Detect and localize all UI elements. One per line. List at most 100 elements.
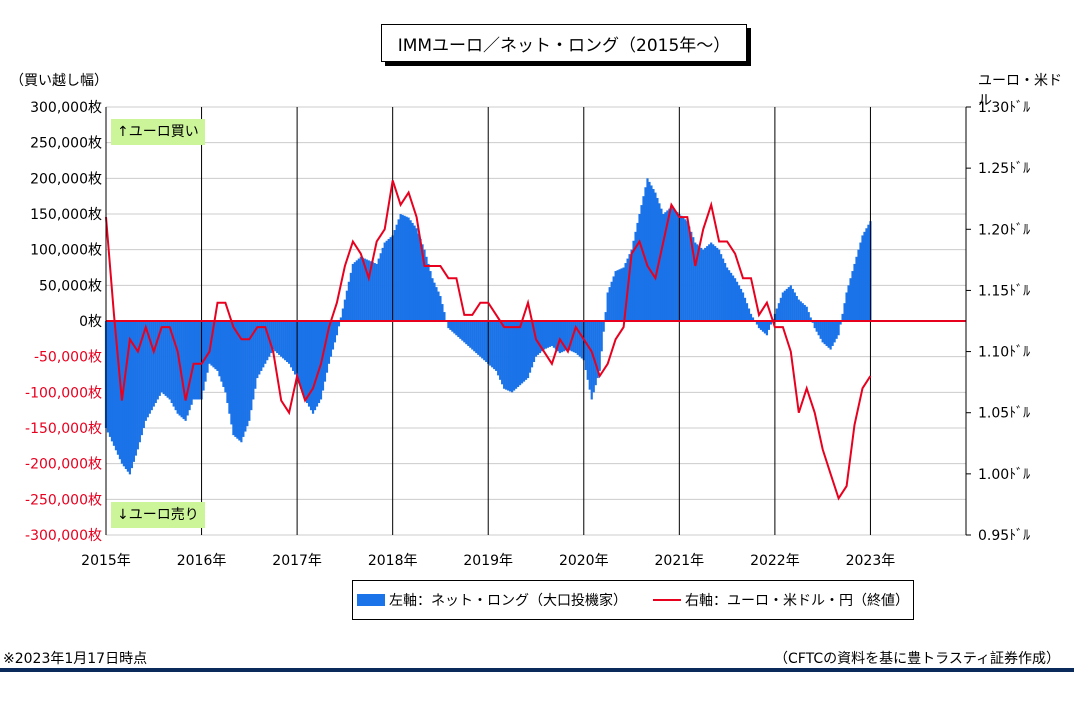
net-long-bar bbox=[258, 321, 261, 375]
net-long-bar bbox=[355, 260, 358, 321]
net-long-bar bbox=[524, 321, 528, 380]
left-tick-label: 50,000枚 bbox=[39, 278, 102, 294]
net-long-bar bbox=[110, 321, 114, 442]
net-long-bar bbox=[437, 291, 440, 321]
net-long-bar bbox=[793, 292, 796, 321]
net-long-bar bbox=[662, 214, 665, 321]
net-long-bar bbox=[499, 321, 502, 380]
net-long-bar bbox=[638, 214, 641, 321]
net-long-bar bbox=[401, 214, 404, 321]
left-tick-label: 0枚 bbox=[79, 314, 102, 330]
net-long-bar bbox=[331, 321, 335, 350]
net-long-bar bbox=[688, 226, 691, 321]
net-long-bar bbox=[238, 321, 241, 441]
net-long-bar bbox=[554, 321, 558, 350]
euro-buy-callout: ↑ユーロ買い bbox=[111, 119, 205, 145]
net-long-bar bbox=[767, 321, 771, 330]
net-long-bar bbox=[564, 321, 567, 351]
net-long-bar bbox=[383, 242, 386, 321]
net-long-bar bbox=[122, 321, 126, 467]
net-long-bar bbox=[562, 321, 565, 352]
net-long-bar bbox=[604, 312, 607, 321]
legend-bar-label: 左軸：ネット・ロング（大口投機家） bbox=[389, 593, 627, 609]
net-long-bar bbox=[365, 259, 368, 321]
net-long-bar bbox=[556, 321, 559, 352]
net-long-bar bbox=[616, 270, 619, 321]
left-tick-label: 200,000枚 bbox=[30, 171, 102, 187]
net-long-bar bbox=[646, 178, 649, 321]
net-long-bar bbox=[580, 321, 583, 359]
left-tick-label: 250,000枚 bbox=[30, 136, 102, 152]
net-long-bar bbox=[620, 268, 623, 321]
net-long-bar bbox=[375, 263, 378, 321]
net-long-bar bbox=[425, 256, 428, 321]
net-long-bar bbox=[138, 321, 141, 443]
net-long-bar bbox=[489, 321, 492, 366]
net-long-bar bbox=[329, 321, 333, 357]
net-long-bar bbox=[728, 270, 731, 321]
net-long-bar bbox=[813, 321, 816, 329]
net-long-bar bbox=[379, 253, 382, 321]
left-tick-label: -250,000枚 bbox=[25, 492, 102, 508]
net-long-bar bbox=[759, 321, 763, 330]
net-long-bar bbox=[106, 321, 110, 433]
net-long-bar bbox=[791, 288, 794, 321]
net-long-bar bbox=[650, 185, 653, 321]
net-long-bar bbox=[680, 215, 683, 321]
net-long-bar bbox=[174, 321, 177, 411]
net-long-bar bbox=[745, 303, 749, 321]
x-tick-label: 2018年 bbox=[368, 553, 418, 569]
net-long-bar bbox=[457, 321, 460, 338]
net-long-bar bbox=[857, 249, 860, 321]
x-tick-label: 2015年 bbox=[81, 553, 131, 569]
net-long-bar bbox=[608, 287, 611, 321]
net-long-bar bbox=[831, 321, 834, 346]
net-long-bar bbox=[333, 321, 337, 343]
x-tick-label: 2023年 bbox=[846, 553, 896, 569]
net-long-bar bbox=[522, 321, 526, 382]
net-long-bar bbox=[339, 317, 343, 321]
net-long-bar bbox=[749, 313, 753, 321]
net-long-bar bbox=[741, 292, 745, 321]
net-long-bar bbox=[216, 321, 219, 371]
net-long-bar bbox=[739, 288, 743, 321]
net-long-bar bbox=[301, 321, 305, 395]
net-long-bar bbox=[743, 297, 747, 321]
right-tick-label: 1.15ﾄﾞﾙ bbox=[978, 283, 1030, 299]
net-long-bar bbox=[558, 321, 561, 354]
net-long-bar bbox=[513, 321, 516, 391]
net-long-bar bbox=[700, 247, 703, 321]
net-long-bar bbox=[676, 212, 679, 321]
net-long-bar bbox=[628, 254, 631, 321]
net-long-bar bbox=[819, 321, 822, 339]
net-long-bar bbox=[114, 321, 118, 451]
net-long-bar bbox=[421, 244, 424, 321]
net-long-bar bbox=[634, 231, 637, 321]
net-long-bar bbox=[311, 321, 315, 414]
net-long-bar bbox=[606, 292, 609, 321]
net-long-bar bbox=[779, 297, 782, 321]
left-tick-label: -50,000枚 bbox=[34, 350, 102, 366]
net-long-bar bbox=[359, 256, 362, 321]
net-long-bar bbox=[371, 262, 374, 321]
net-long-bar bbox=[781, 292, 784, 321]
net-long-bar bbox=[716, 247, 719, 321]
net-long-bar bbox=[568, 321, 571, 351]
net-long-bar bbox=[467, 321, 470, 346]
net-long-bar bbox=[761, 321, 765, 332]
net-long-bar bbox=[463, 321, 466, 343]
net-long-bar bbox=[718, 249, 721, 321]
net-long-bar bbox=[461, 321, 464, 341]
net-long-bar bbox=[825, 321, 828, 346]
net-long-bar bbox=[863, 231, 866, 321]
net-long-bar bbox=[769, 321, 773, 325]
net-long-bar bbox=[443, 312, 446, 321]
net-long-bar bbox=[720, 254, 723, 321]
net-long-bar bbox=[116, 321, 120, 455]
net-long-bar bbox=[198, 321, 201, 400]
net-long-bar bbox=[789, 285, 792, 321]
net-long-bar bbox=[451, 321, 454, 332]
net-long-bar bbox=[682, 217, 685, 321]
net-long-bar bbox=[686, 221, 689, 321]
net-long-bar bbox=[118, 321, 122, 460]
